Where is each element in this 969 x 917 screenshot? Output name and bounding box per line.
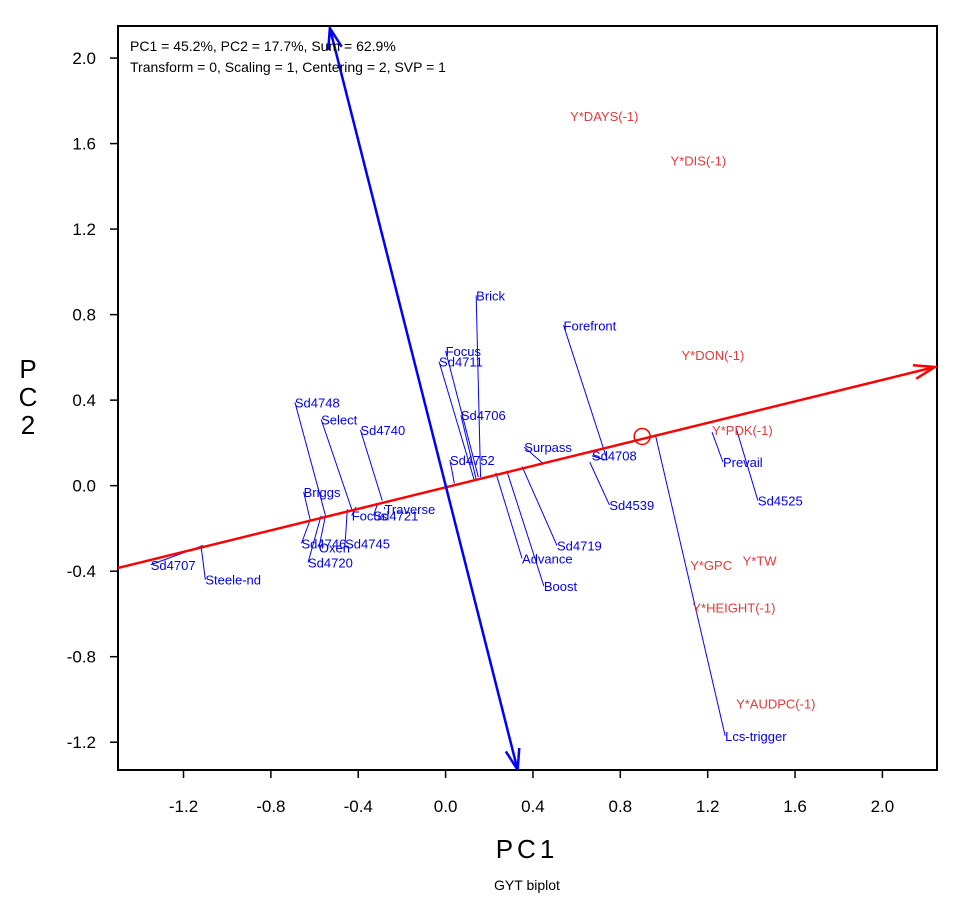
genotype-label: Sd4525 [758,494,803,509]
projection-line [506,470,545,587]
ata-axis-line [118,365,936,570]
genotype-labels: BrickForefrontFocusSd4711Sd4706Sd4748Sel… [151,288,803,743]
projection-line [344,509,348,544]
projection-line [523,446,545,465]
projection-line [460,414,477,480]
genotype-label: Briggs [304,485,341,500]
projection-line [449,459,455,484]
genotype-label: Prevail [723,455,763,470]
genotype-label: Focus [446,344,482,359]
x-axis-title: PC1 [496,834,559,864]
projection-line [445,350,479,478]
genotype-label: Sd4752 [450,453,495,468]
genotype-label: Sd4719 [557,539,602,554]
projection-line [735,427,759,501]
average-environment-marker [633,427,651,446]
genotype-label: Steele-nd [205,573,261,588]
projection-line [300,519,311,544]
trait-label: Y*AUDPC(-1) [736,697,815,712]
y-tick-label: 0.4 [72,391,96,410]
genotype-label: Sd4746 [301,536,346,551]
ata-axis-arrow [912,364,937,380]
genotype-label: Forefront [564,318,617,333]
y-tick-label: 0.8 [72,306,96,325]
genotype-label: Lcs-trigger [725,729,787,744]
y-tick-label: 2.0 [72,49,96,68]
y-tick-label: -0.8 [67,648,96,667]
info-line-1: PC1 = 45.2%, PC2 = 17.7%, Sum = 62.9% [130,38,396,54]
y-tick-label: -0.4 [67,562,96,581]
projection-line [711,432,724,463]
y-tick-label: 1.6 [72,135,96,154]
y-tick-label: -1.2 [67,733,96,752]
projection-line [438,361,475,480]
x-tick-label: -1.2 [169,797,198,816]
genotype-label: Brick [476,288,505,303]
chart-caption: GYT biplot [494,877,560,893]
ata-lines [118,26,937,770]
projection-line [200,545,206,580]
genotype-label: Focus [352,509,388,524]
genotype-label: Advance [522,551,573,566]
y-axis-ticks: 2.0 1.6 1.2 0.8 0.4 0.0 -0.4 -0.8 -1.2 [67,49,118,752]
projection-line [521,466,558,546]
plot-frame [117,25,938,771]
y-tick-label: 0.0 [72,477,96,496]
y-tick-label: 1.2 [72,220,96,239]
genotype-label: Select [321,412,358,427]
genotype-label: Traverse [384,502,435,517]
projection-line [359,429,383,501]
projection-line [654,434,726,736]
projection-line [320,419,353,510]
genotype-label: Sd4740 [360,423,405,438]
x-tick-label: 0.4 [521,797,545,816]
projection-line [589,461,610,506]
x-tick-label: 0.8 [608,797,632,816]
genotype-label: Sd4748 [295,395,340,410]
projection-line [475,295,482,478]
genotype-label: Sd4539 [609,498,654,513]
projection-line [591,455,606,461]
projection-lines [150,295,759,736]
genotype-label: Sd4720 [308,556,353,571]
genotype-label: Sd4745 [345,536,390,551]
x-tick-label: -0.4 [344,797,373,816]
trait-labels: Y*DAYS(-1) Y*DIS(-1) Y*DON(-1) Y*PDK(-1) Y*T… [570,109,815,712]
genotype-label: Sd4707 [151,558,196,573]
genotype-label: Sd4721 [374,509,419,524]
ata-ortho-arrow-up [327,26,343,51]
x-tick-label: 2.0 [871,797,895,816]
projection-line [563,325,608,461]
ata-ortho-line [328,27,519,770]
trait-label: Y*DON(-1) [681,348,744,363]
info-line-2: Transform = 0, Scaling = 1, Centering = … [130,59,446,75]
projection-line [303,491,311,520]
trait-label: Y*DIS(-1) [671,154,727,169]
x-axis-ticks: -1.2 -0.8 -0.4 0.0 0.4 0.8 1.2 1.6 2.0 [169,770,894,816]
trait-label: Y*TW [743,553,778,568]
trait-label: Y*GPC [690,558,732,573]
genotype-label: Sd4706 [461,408,506,423]
projection-line [318,515,326,548]
projection-line [495,472,523,559]
genotype-label: Sd4711 [439,355,483,370]
genotype-label: Oxen [319,541,350,556]
trait-label: Y*DAYS(-1) [570,109,638,124]
genotype-label: Sd4708 [592,449,637,464]
x-tick-label: 0.0 [434,797,458,816]
genotype-label: Surpass [524,440,572,455]
trait-label: Y*PDK(-1) [712,423,773,438]
projection-line [307,515,322,563]
genotype-label: Boost [544,579,578,594]
trait-label: Y*HEIGHT(-1) [692,601,775,616]
x-tick-label: -0.8 [256,797,285,816]
ata-ortho-arrow-down [504,747,521,770]
projection-line [294,402,326,516]
x-tick-label: 1.6 [783,797,807,816]
x-tick-label: 1.2 [696,797,720,816]
